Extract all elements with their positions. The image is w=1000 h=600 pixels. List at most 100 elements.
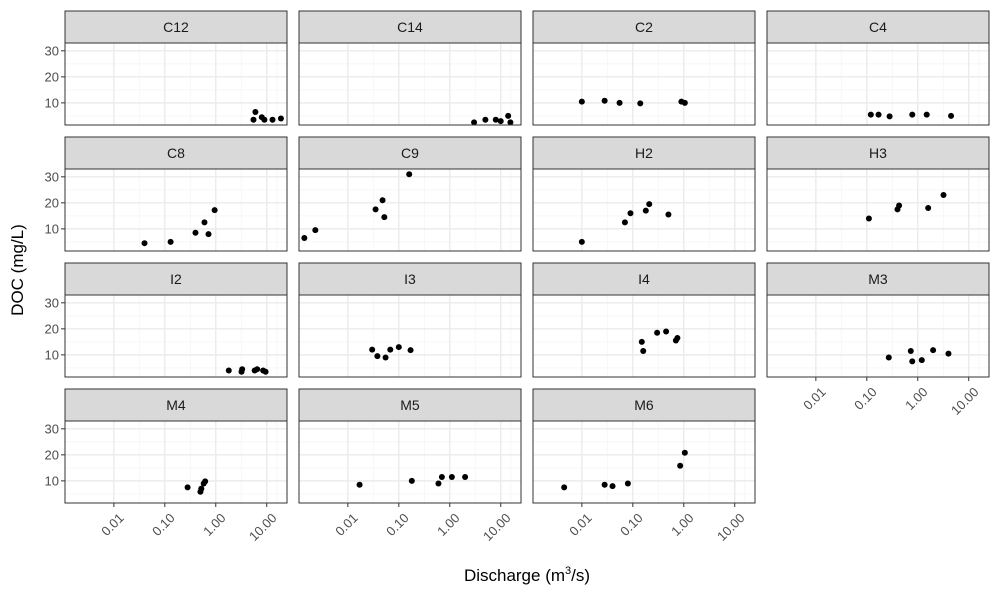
data-point [674, 334, 681, 341]
data-point [301, 234, 308, 241]
data-point [925, 205, 932, 212]
facet-label: H2 [635, 145, 653, 161]
x-tick-label: 10.00 [948, 384, 982, 418]
panel-border [766, 168, 990, 252]
facet-strip [532, 262, 756, 296]
plot-background [299, 295, 521, 377]
panel-border [298, 420, 522, 504]
data-point [948, 112, 955, 119]
panel-border [298, 168, 522, 252]
data-point [665, 211, 672, 218]
y-tick-label: 30 [45, 169, 59, 184]
data-point [471, 119, 478, 126]
facet-strip [298, 10, 522, 44]
panel-border [532, 42, 756, 126]
x-tick-label: 0.01 [98, 510, 127, 539]
data-point [382, 354, 389, 361]
facet-strip [766, 262, 990, 296]
x-tick-label: 10.00 [480, 510, 514, 544]
data-point [356, 481, 363, 488]
facet-strip [766, 136, 990, 170]
data-point [201, 219, 208, 226]
data-point [192, 229, 199, 236]
y-tick-label: 20 [45, 69, 59, 84]
data-point [627, 210, 634, 217]
data-point [616, 99, 623, 106]
data-point [312, 227, 319, 234]
data-point [262, 368, 269, 375]
facet-strip [766, 10, 990, 44]
facet-strip [532, 10, 756, 44]
facet-label: C8 [167, 145, 185, 161]
data-point [254, 366, 261, 373]
y-tick-label: 20 [45, 447, 59, 462]
x-tick-label: 0.01 [800, 384, 829, 413]
facet-label: C2 [635, 19, 653, 35]
data-point [239, 366, 246, 373]
facet-panel-c12: C12 10 20 30 [45, 10, 288, 126]
x-tick-label: 1.00 [434, 510, 463, 539]
x-axis-title-suffix: /s) [571, 566, 590, 585]
data-point [601, 97, 608, 104]
plot-background [533, 295, 755, 377]
x-axis-title: Discharge (m3/s) [464, 565, 590, 585]
data-point [867, 111, 874, 118]
data-point [945, 350, 952, 357]
data-point [225, 367, 232, 374]
data-point [646, 201, 653, 208]
facet-strip [64, 262, 288, 296]
data-point [141, 240, 148, 247]
data-point [250, 116, 257, 123]
panel-border [64, 168, 288, 252]
data-point [561, 484, 568, 491]
facet-strip [64, 136, 288, 170]
facet-label: M5 [400, 397, 420, 413]
data-point [379, 197, 386, 204]
data-point [637, 100, 644, 107]
plot-background [65, 43, 287, 125]
data-point [167, 238, 174, 245]
facet-panel-c2: C2 [532, 10, 756, 126]
x-tick-label: 0.10 [383, 510, 412, 539]
data-point [677, 462, 684, 469]
facet-strip [298, 262, 522, 296]
facet-panel-c8: C8 10 20 30 [45, 136, 288, 252]
data-point [381, 214, 388, 221]
data-point [940, 192, 947, 199]
y-tick-label: 10 [45, 221, 59, 236]
facet-label: M6 [634, 397, 654, 413]
x-tick-label: 10.00 [714, 510, 748, 544]
facet-strip [64, 388, 288, 422]
x-tick-label: 0.10 [617, 510, 646, 539]
x-tick-label: 0.01 [332, 510, 361, 539]
facet-label: C12 [163, 19, 189, 35]
x-tick-label: 0.10 [851, 384, 880, 413]
facet-panel-m4: M4 10 20 30 0.01 0.10 1.00 10.00 [45, 388, 288, 544]
plot-background [533, 421, 755, 503]
data-point [578, 238, 585, 245]
data-point [681, 449, 688, 456]
data-point [624, 480, 631, 487]
facet-panel-c14: C14 [298, 10, 522, 126]
facet-label: M3 [868, 271, 888, 287]
y-axis-title: DOC (mg/L) [8, 224, 27, 316]
data-point [395, 344, 402, 351]
facet-strip [64, 10, 288, 44]
x-tick-label: 1.00 [200, 510, 229, 539]
y-tick-label: 30 [45, 421, 59, 436]
plot-background [299, 421, 521, 503]
facet-strip [532, 136, 756, 170]
data-point [578, 98, 585, 105]
plot-background [65, 169, 287, 251]
facet-label: C9 [401, 145, 419, 161]
data-point [407, 347, 414, 354]
data-point [374, 353, 381, 360]
data-point [435, 480, 442, 487]
data-point [184, 484, 191, 491]
data-point [930, 347, 937, 354]
data-point [269, 116, 276, 123]
y-tick-label: 10 [45, 347, 59, 362]
data-point [211, 207, 218, 214]
data-point [654, 329, 661, 336]
